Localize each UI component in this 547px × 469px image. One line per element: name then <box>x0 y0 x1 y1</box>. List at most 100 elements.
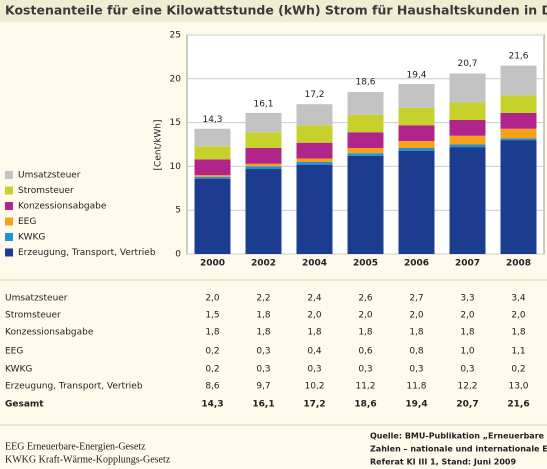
y-tick-label: 5 <box>175 206 181 216</box>
legend-label: Konzessionsabgabe <box>18 202 107 212</box>
bar-segment <box>449 119 486 136</box>
table-cell: 3,4 <box>511 294 526 304</box>
bar-segment <box>296 162 333 165</box>
table-row-label: Stromsteuer <box>5 311 61 321</box>
bar-segment <box>296 104 333 126</box>
y-axis-label: [Cent/kWh] <box>154 120 164 171</box>
bar-segment <box>194 159 231 176</box>
bar-segment <box>296 125 333 143</box>
table-cell: 0,3 <box>460 365 474 375</box>
bar-segment <box>194 178 231 254</box>
table-cell: 17,2 <box>303 400 325 410</box>
y-tick-label: 25 <box>170 31 181 41</box>
y-tick-label: 20 <box>170 74 182 84</box>
table-cell: 2,6 <box>358 294 373 304</box>
bar-segment <box>245 163 282 167</box>
table-cell: 2,4 <box>307 294 322 304</box>
table-cell: 14,3 <box>201 400 223 410</box>
source: Referat KI III 1, Stand: Juni 2009 <box>370 458 516 467</box>
bar-segment <box>245 132 282 149</box>
bar-segment <box>449 144 486 148</box>
bar-segment <box>347 114 384 133</box>
table-row-label: Konzessionsabgabe <box>5 328 94 338</box>
table-cell: 0,4 <box>307 347 322 357</box>
table-cell: 0,3 <box>256 365 270 375</box>
table-cell: 2,7 <box>409 294 423 304</box>
legend-swatch <box>5 202 13 210</box>
x-tick-label: 2006 <box>404 259 429 269</box>
bar-segment <box>245 169 282 254</box>
table-cell: 10,2 <box>304 382 324 392</box>
footnote: KWKG Kraft-Wärme-Kopplungs-Gesetz <box>5 454 171 465</box>
table-cell: 1,8 <box>256 328 271 338</box>
table-cell: 1,0 <box>460 347 475 357</box>
table-cell: 0,3 <box>256 347 270 357</box>
legend-label: KWKG <box>18 233 45 243</box>
bar-segment <box>398 84 435 108</box>
table-cell: 21,6 <box>507 400 529 410</box>
bar-segment <box>347 155 384 254</box>
total-label: 19,4 <box>406 71 426 81</box>
table-cell: 2,0 <box>460 311 475 321</box>
table-cell: 19,4 <box>405 400 427 410</box>
table-row-label: Erzeugung, Transport, Vertrieb <box>5 382 143 392</box>
chart-title: Kostenanteile für eine Kilowattstunde (k… <box>5 3 547 18</box>
table-cell: 16,1 <box>252 400 274 410</box>
total-label: 14,3 <box>202 115 222 125</box>
x-tick-label: 2005 <box>353 259 378 269</box>
table-cell: 12,2 <box>457 382 477 392</box>
bar-segment <box>398 107 435 126</box>
table-cell: 3,3 <box>460 294 474 304</box>
bar-segment <box>347 148 384 154</box>
bar-segment <box>347 91 384 115</box>
table-cell: 1,8 <box>205 328 220 338</box>
bar-segment <box>500 112 537 129</box>
table-cell: 1,8 <box>307 328 322 338</box>
table-cell: 1,8 <box>409 328 424 338</box>
bar-segment <box>245 112 282 133</box>
bar-segment <box>500 95 537 113</box>
legend-label: Erzeugung, Transport, Vertrieb <box>18 248 156 258</box>
table-cell: 2,0 <box>205 294 220 304</box>
table-cell: 9,7 <box>256 382 270 392</box>
y-tick-label: 0 <box>175 250 181 260</box>
bar-segment <box>245 166 282 170</box>
bar-segment <box>449 102 486 120</box>
bar-segment <box>500 140 537 254</box>
table-cell: 0,3 <box>409 365 423 375</box>
table-cell: 2,0 <box>511 311 526 321</box>
table-cell: 1,5 <box>205 311 219 321</box>
legend-label: Umsatzsteuer <box>18 171 81 181</box>
table-cell: 13,0 <box>508 382 528 392</box>
table-cell: 0,3 <box>358 365 372 375</box>
legend-swatch <box>5 233 13 241</box>
source: Quelle: BMU-Publikation „Erneuerbare Ene… <box>370 432 547 441</box>
table-cell: 2,0 <box>307 311 322 321</box>
table-cell: 1,8 <box>511 328 526 338</box>
table-row-label: Umsatzsteuer <box>5 294 68 304</box>
bar-segment <box>347 153 384 156</box>
table-cell: 1,8 <box>358 328 373 338</box>
table-cell: 1,1 <box>511 347 525 357</box>
bar-segment <box>500 128 537 139</box>
bar-segment <box>500 65 537 96</box>
table-cell: 2,2 <box>256 294 270 304</box>
table-row-label: Gesamt <box>5 400 44 410</box>
table-cell: 2,0 <box>409 311 424 321</box>
y-tick-label: 10 <box>170 162 182 172</box>
title-bar <box>0 0 547 22</box>
bar-segment <box>449 147 486 254</box>
x-tick-label: 2002 <box>251 259 276 269</box>
bar-segment <box>194 128 231 147</box>
table-cell: 20,7 <box>456 400 478 410</box>
total-label: 18,6 <box>355 78 375 88</box>
table-cell: 0,3 <box>307 365 321 375</box>
table-cell: 1,8 <box>256 311 271 321</box>
bar-segment <box>398 148 435 151</box>
x-tick-label: 2004 <box>302 259 327 269</box>
bar-segment <box>398 125 435 141</box>
table-cell: 2,0 <box>358 311 373 321</box>
table-cell: 0,8 <box>409 347 424 357</box>
total-label: 20,7 <box>457 59 477 69</box>
legend-label: EEG <box>18 217 36 227</box>
